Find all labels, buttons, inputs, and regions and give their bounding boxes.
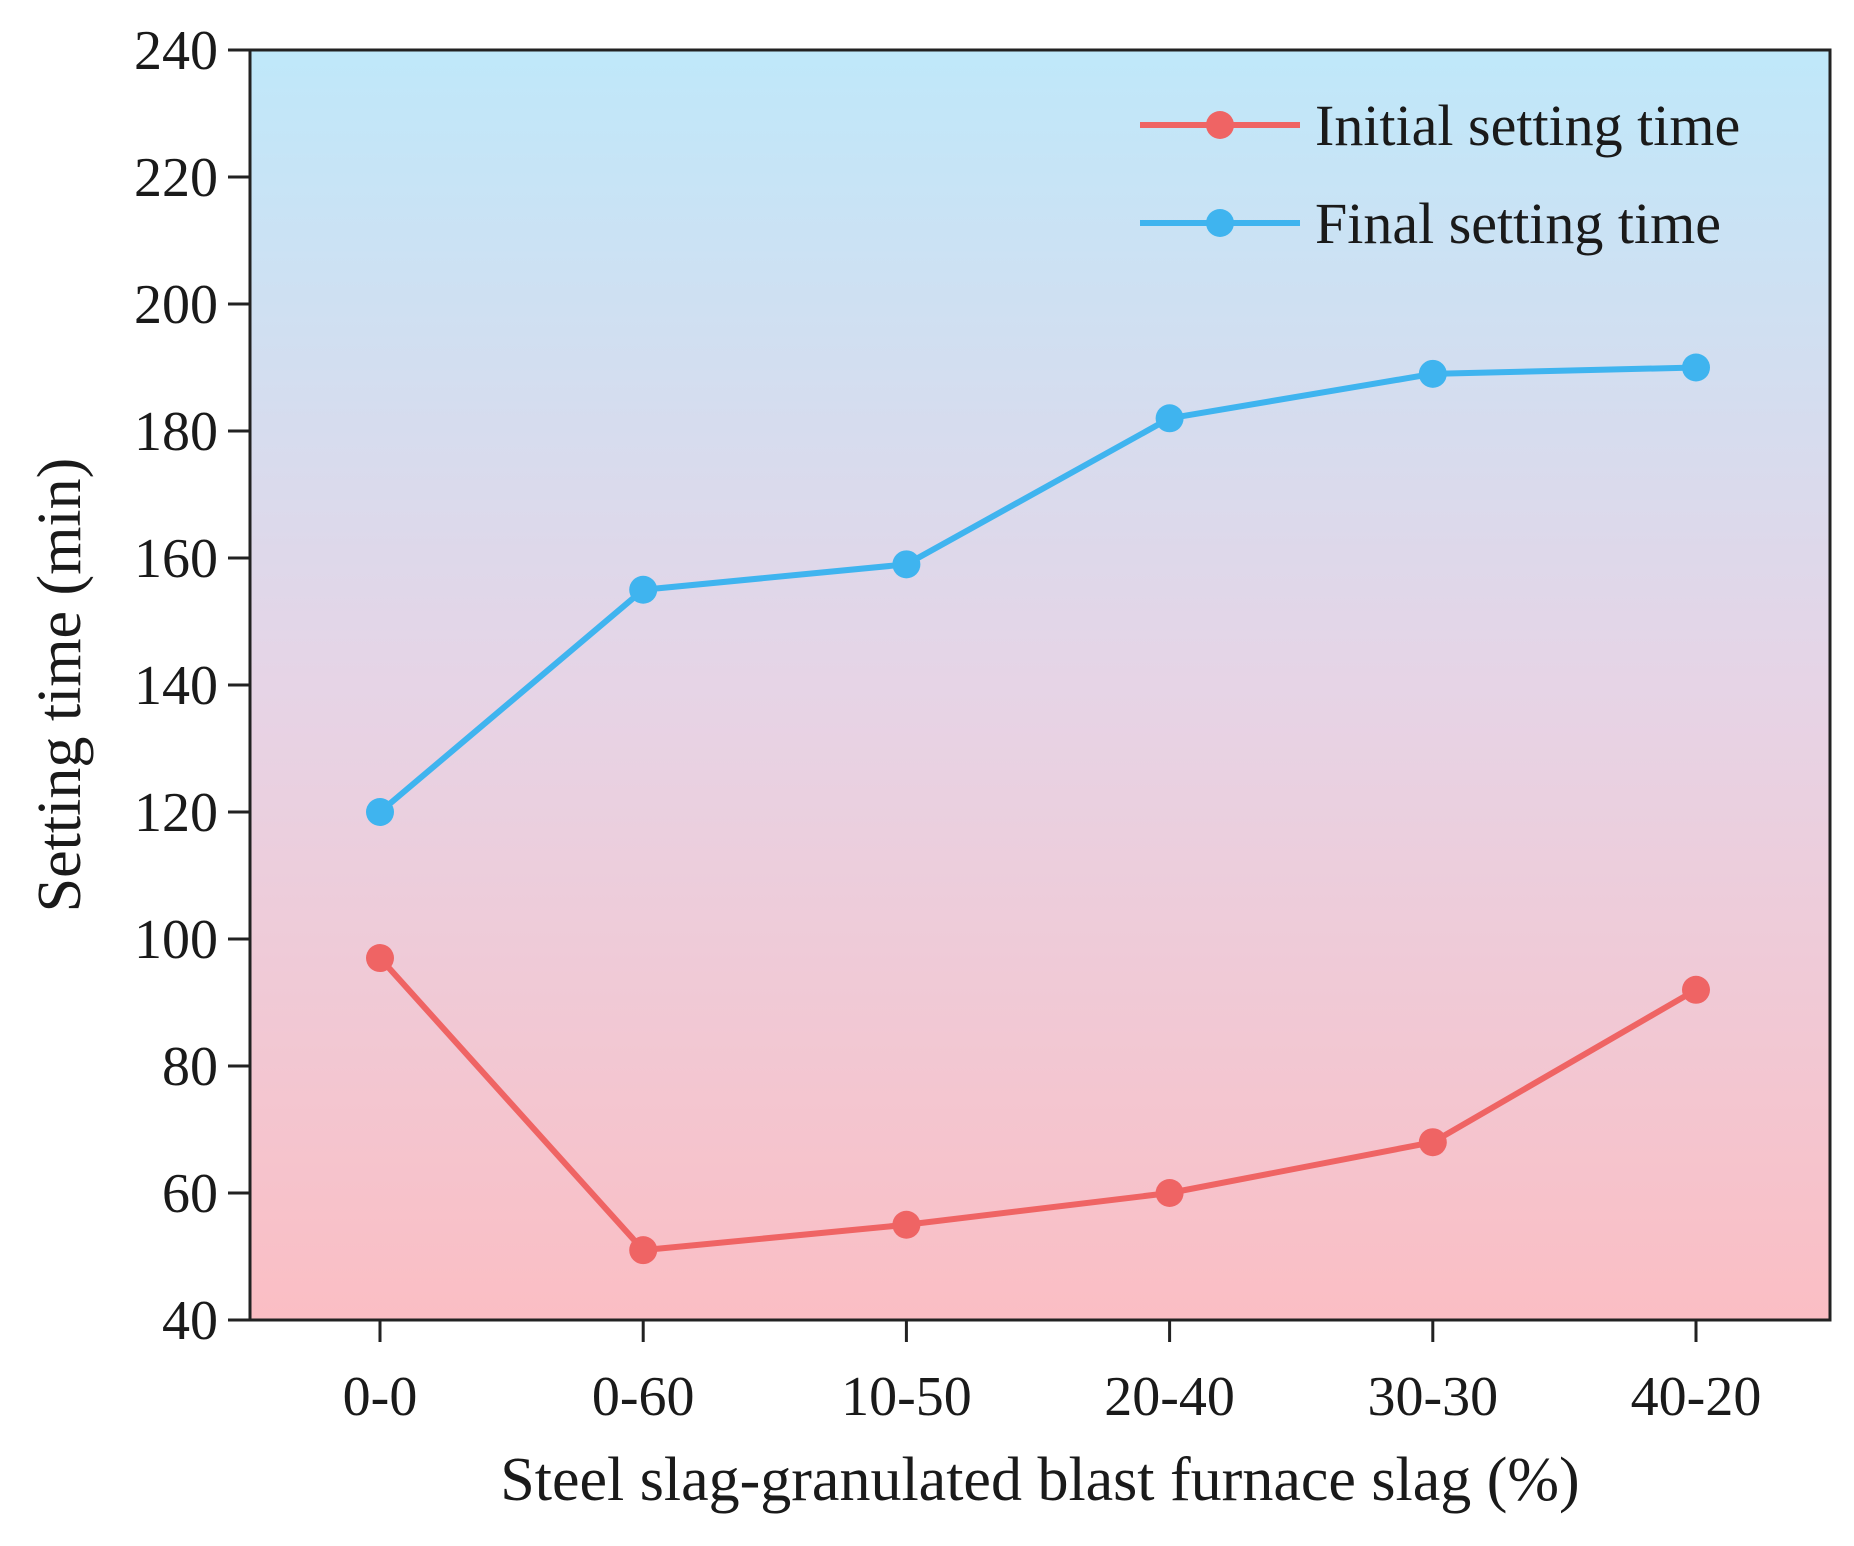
data-point-final xyxy=(892,550,921,579)
y-tick-label: 160 xyxy=(134,528,218,590)
series-line-final xyxy=(378,364,1697,815)
x-axis-title: Steel slag-granulated blast furnace slag… xyxy=(500,1446,1579,1514)
data-point-initial xyxy=(892,1210,921,1239)
data-point-final xyxy=(629,575,658,604)
y-tick-label: 240 xyxy=(134,20,218,82)
y-tick-label: 60 xyxy=(162,1163,218,1225)
data-point-final xyxy=(1682,353,1710,382)
x-tick-label: 0-60 xyxy=(592,1366,695,1428)
series-layer xyxy=(366,353,1710,1265)
legend-label-final: Final setting time xyxy=(1315,191,1721,256)
data-point-initial xyxy=(1682,975,1710,1004)
y-axis-ticks: 40 60 80 100 120 140 160 180 200 220 240 xyxy=(134,20,250,1352)
y-tick-label: 180 xyxy=(134,401,218,463)
series-line-initial xyxy=(377,956,1698,1254)
y-tick-label: 40 xyxy=(162,1290,218,1352)
data-point-final xyxy=(366,798,394,826)
legend: Initial setting time Final setting time xyxy=(1140,93,1740,256)
data-point-initial xyxy=(1155,1179,1184,1207)
data-point-final xyxy=(1418,359,1447,388)
y-tick-label: 200 xyxy=(134,274,218,336)
legend-marker-final xyxy=(1206,209,1234,237)
plot-frame xyxy=(248,48,1832,1322)
x-axis-ticks: 0-0 0-60 10-50 20-40 30-30 40-20 xyxy=(343,1320,1762,1428)
x-tick-label: 20-40 xyxy=(1104,1366,1235,1428)
x-tick-label: 30-30 xyxy=(1367,1366,1498,1428)
legend-item-final: Final setting time xyxy=(1140,191,1721,256)
data-point-initial xyxy=(366,944,394,973)
y-tick-label: 100 xyxy=(134,909,218,971)
series-initial-setting-time xyxy=(366,944,1710,1265)
data-point-initial xyxy=(629,1236,658,1265)
series-final-setting-time xyxy=(366,353,1710,826)
y-tick-label: 140 xyxy=(134,655,218,717)
legend-marker-initial xyxy=(1206,111,1234,139)
y-tick-label: 120 xyxy=(134,782,218,844)
x-tick-label: 10-50 xyxy=(841,1366,972,1428)
y-tick-label: 220 xyxy=(134,147,218,209)
x-tick-label: 0-0 xyxy=(343,1366,418,1428)
x-tick-label: 40-20 xyxy=(1631,1366,1762,1428)
y-axis-title: Setting time (min) xyxy=(26,458,94,913)
data-point-initial xyxy=(1418,1128,1447,1157)
legend-item-initial: Initial setting time xyxy=(1140,93,1740,158)
y-tick-label: 80 xyxy=(162,1036,218,1098)
data-point-final xyxy=(1155,404,1184,433)
legend-label-initial: Initial setting time xyxy=(1315,93,1740,158)
